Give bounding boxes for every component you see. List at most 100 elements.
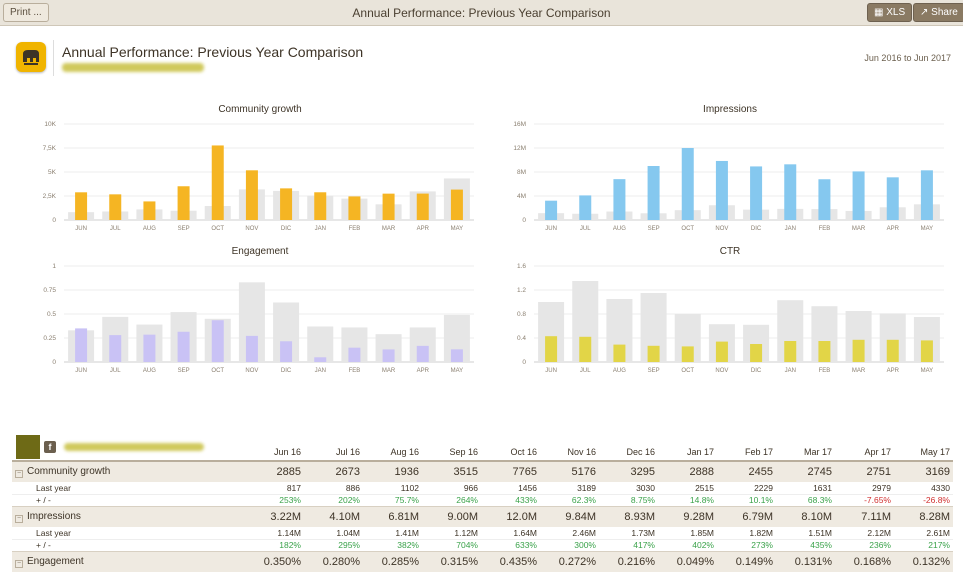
table-cell-delta: 417% [633, 540, 655, 550]
x-tick-label: OCT [681, 226, 694, 232]
bar-this-year[interactable] [613, 344, 626, 362]
x-tick-label: JUN [75, 226, 87, 232]
bar-this-year[interactable] [177, 331, 190, 362]
comparison-table-section: f Jun 16 Jul 16 Aug 16 Sep 16 Oct 16 Nov 16 De… [12, 435, 953, 575]
bar-this-year[interactable] [545, 200, 558, 220]
bar-this-year[interactable] [852, 171, 865, 220]
bar-this-year[interactable] [750, 166, 763, 220]
bar-this-year[interactable] [681, 148, 694, 220]
table-cell-value: 3.22M [245, 505, 304, 527]
bar-this-year[interactable] [715, 341, 728, 362]
table-cell-value: 0.315% [422, 550, 481, 572]
y-tick-label: 0 [522, 359, 526, 366]
table-header-month: Oct 16 [481, 443, 540, 462]
metric-label[interactable]: − Impressions [12, 505, 245, 527]
bar-this-year[interactable] [852, 339, 865, 362]
table-cell-last-year: 1.12M [422, 527, 481, 540]
bar-this-year[interactable] [75, 328, 88, 362]
bar-this-year[interactable] [177, 186, 190, 220]
bar-this-year[interactable] [579, 195, 592, 220]
collapse-icon[interactable]: − [15, 559, 23, 568]
x-tick-label: AUG [613, 226, 626, 232]
bar-this-year[interactable] [75, 192, 88, 220]
bar-this-year[interactable] [211, 145, 224, 220]
table-cell-value: 0.272% [540, 550, 599, 572]
table-cell-value: 5176 [540, 460, 599, 482]
bar-this-year[interactable] [818, 179, 831, 220]
collapse-icon[interactable]: − [15, 514, 23, 523]
bar-this-year[interactable] [818, 341, 831, 362]
bar-this-year[interactable] [613, 179, 626, 220]
community-growth-chart: Community growth 0 2,5K 5K 7,5K 10K JUN JUL AUG… [40, 104, 480, 239]
y-tick-label: 7,5K [43, 145, 57, 152]
bar-this-year[interactable] [681, 346, 694, 362]
bar-this-year[interactable] [450, 349, 463, 362]
table-cell-delta: 10.1% [748, 495, 773, 505]
bar-this-year[interactable] [450, 189, 463, 220]
x-tick-label: FEB [819, 226, 831, 232]
bar-this-year[interactable] [348, 347, 361, 362]
xls-export-button[interactable]: ▦ XLS [867, 3, 913, 22]
x-tick-label: MAR [382, 226, 396, 232]
bar-this-year[interactable] [886, 177, 899, 220]
chart-plot: 0 2,5K 5K 7,5K 10K JUN JUL AUG SEP OCT NOV DIC JAN FE… [43, 121, 474, 232]
print-button[interactable]: Print ... [3, 3, 49, 22]
y-tick-label: 0.4 [517, 335, 526, 342]
bar-this-year[interactable] [211, 320, 224, 362]
x-tick-label: MAY [921, 368, 934, 374]
share-button[interactable]: ↗ Share [913, 3, 963, 22]
x-tick-label: AUG [613, 368, 626, 374]
table-header-month: Jun 16 [245, 443, 304, 462]
table-cell-last-year: 1102 [363, 482, 422, 495]
bar-this-year[interactable] [109, 335, 122, 362]
bar-this-year[interactable] [545, 336, 558, 362]
bar-this-year[interactable] [784, 341, 797, 362]
bar-this-year[interactable] [416, 193, 429, 220]
bar-this-year[interactable] [784, 164, 797, 220]
table-cell-delta: 253% [279, 495, 301, 505]
comparison-table: Jun 16 Jul 16 Aug 16 Sep 16 Oct 16 Nov 16 Dec … [12, 443, 953, 572]
bar-this-year[interactable] [416, 345, 429, 362]
x-tick-label: NOV [245, 368, 258, 374]
bar-this-year[interactable] [143, 334, 156, 362]
bar-this-year[interactable] [314, 357, 327, 362]
bar-this-year[interactable] [109, 194, 122, 220]
table-cell-last-year: 2515 [658, 482, 717, 495]
bar-this-year[interactable] [750, 344, 763, 362]
table-cell-last-year: 1.51M [776, 527, 835, 540]
bar-this-year[interactable] [382, 349, 395, 362]
bar-this-year[interactable] [280, 341, 293, 362]
metric-label[interactable]: − Community growth [12, 460, 245, 482]
window-title: Annual Performance: Previous Year Compar… [352, 6, 611, 20]
bar-this-year[interactable] [245, 170, 258, 220]
bar-last-year[interactable] [307, 326, 334, 362]
x-tick-label: JUN [545, 226, 557, 232]
table-cell-last-year: 966 [422, 482, 481, 495]
bar-this-year[interactable] [647, 345, 660, 362]
table-cell-value: 2673 [304, 460, 363, 482]
bar-this-year[interactable] [579, 336, 592, 362]
bar-this-year[interactable] [143, 201, 156, 220]
table-cell-last-year: 2.46M [540, 527, 599, 540]
bar-this-year[interactable] [245, 335, 258, 362]
x-tick-label: JUN [545, 368, 557, 374]
bar-this-year[interactable] [280, 188, 293, 220]
table-icon: ▦ [874, 7, 887, 18]
metric-label[interactable]: − Engagement [12, 550, 245, 572]
table-cell-value: 12.0M [481, 505, 540, 527]
bar-this-year[interactable] [348, 196, 361, 220]
bar-this-year[interactable] [314, 192, 327, 220]
table-row-metric[interactable]: − Community growth 2885 2673 1936 3515 7765 517… [12, 460, 953, 482]
bar-this-year[interactable] [920, 170, 933, 220]
bar-this-year[interactable] [647, 166, 660, 220]
bar-this-year[interactable] [382, 193, 395, 220]
bar-this-year[interactable] [886, 339, 899, 362]
bar-this-year[interactable] [920, 340, 933, 362]
bar-this-year[interactable] [715, 160, 728, 220]
table-cell-last-year: 4330 [894, 482, 953, 495]
table-row-metric[interactable]: − Impressions 3.22M 4.10M 6.81M 9.00M 12.0M 9.8… [12, 505, 953, 527]
redacted-account-name [62, 63, 204, 72]
header-divider [53, 40, 54, 76]
table-row-metric[interactable]: − Engagement 0.350% 0.280% 0.285% 0.315% 0.435… [12, 550, 953, 572]
collapse-icon[interactable]: − [15, 470, 23, 478]
